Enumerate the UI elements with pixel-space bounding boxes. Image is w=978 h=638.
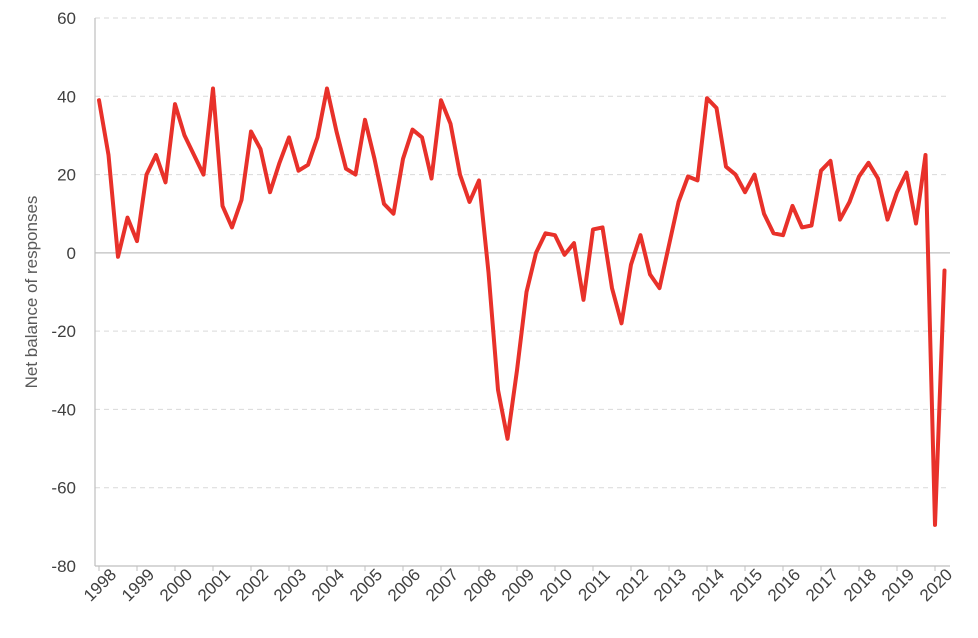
y-tick-label: -20 bbox=[51, 322, 76, 341]
gridlines bbox=[95, 17, 950, 489]
y-tick-label: 20 bbox=[57, 166, 76, 185]
x-tick-label: 2017 bbox=[802, 565, 842, 605]
x-tick-labels: 1998199920002001200220032004200520062007… bbox=[80, 565, 956, 605]
series-line bbox=[97, 86, 947, 527]
y-tick-label: -80 bbox=[51, 557, 76, 576]
x-tick-label: 2011 bbox=[574, 565, 613, 604]
x-tick-label: 2008 bbox=[460, 565, 500, 605]
x-tick-label: 2020 bbox=[916, 565, 956, 605]
y-tick-label: -40 bbox=[51, 400, 76, 419]
x-tick-label: 2014 bbox=[688, 565, 728, 605]
y-tick-label: 0 bbox=[67, 244, 76, 263]
x-tick-label: 2018 bbox=[840, 565, 880, 605]
x-tick-label: 2010 bbox=[536, 565, 576, 605]
x-tick-label: 2000 bbox=[156, 565, 196, 605]
y-tick-label: 60 bbox=[57, 9, 76, 28]
x-tick-label: 2005 bbox=[346, 565, 386, 605]
x-tick-label: 2009 bbox=[498, 565, 538, 605]
x-tick-label: 1999 bbox=[118, 565, 158, 605]
x-tick-label: 2001 bbox=[194, 565, 234, 605]
x-tick-label: 2019 bbox=[878, 565, 918, 605]
x-tick-label: 2013 bbox=[650, 565, 690, 605]
y-axis-title: Net balance of responses bbox=[22, 196, 41, 389]
y-tick-label: -60 bbox=[51, 479, 76, 498]
x-tick-label: 2012 bbox=[612, 565, 652, 605]
axes bbox=[94, 18, 950, 571]
y-tick-labels: -80 -60 -40 -20 0 20 40 60 bbox=[51, 9, 76, 576]
x-tick-label: 2004 bbox=[308, 565, 348, 605]
y-tick-label: 40 bbox=[57, 87, 76, 106]
x-tick-label: 2015 bbox=[726, 565, 766, 605]
x-tick-label: 1998 bbox=[80, 565, 120, 605]
x-tick-label: 2007 bbox=[422, 565, 462, 605]
x-tick-label: 2003 bbox=[270, 565, 310, 605]
x-tick-label: 2016 bbox=[764, 565, 804, 605]
series-group bbox=[97, 86, 947, 527]
x-tick-label: 2002 bbox=[232, 565, 272, 605]
x-tick-label: 2006 bbox=[384, 565, 424, 605]
